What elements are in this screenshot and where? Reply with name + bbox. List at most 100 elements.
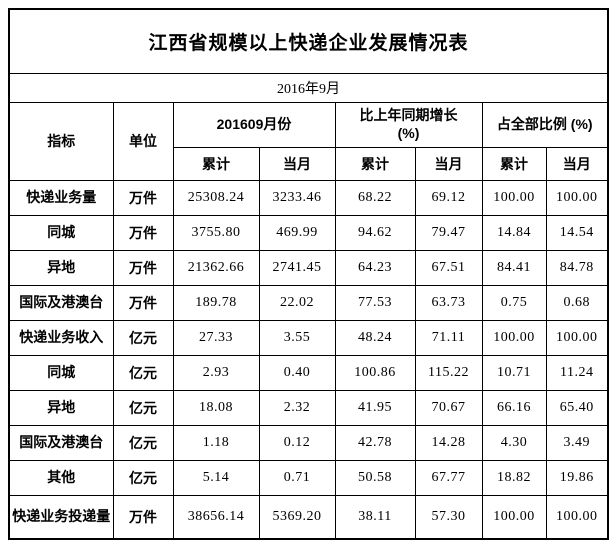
value-cell: 3233.46 xyxy=(258,179,336,216)
value-cell: 19.86 xyxy=(545,459,609,496)
table-row: 异地 亿元 18.08 2.32 41.95 70.67 66.16 65.40 xyxy=(8,389,609,426)
value-cell: 25308.24 xyxy=(172,179,260,216)
header-group-row: 指标 单位 201609月份 比上年同期增长 (%) 占全部比例 (%) xyxy=(8,101,609,181)
row-label: 快递业务量 xyxy=(8,179,114,216)
row-unit: 万件 xyxy=(112,214,174,251)
row-unit: 万件 xyxy=(112,179,174,216)
row-unit: 亿元 xyxy=(112,389,174,426)
value-cell: 41.95 xyxy=(334,389,416,426)
row-unit: 亿元 xyxy=(112,354,174,391)
header-sub-row: 累计 当月 累计 当月 累计 当月 xyxy=(9,146,609,181)
value-cell: 66.16 xyxy=(481,389,547,426)
value-cell: 64.23 xyxy=(334,249,416,286)
value-cell: 18.82 xyxy=(481,459,547,496)
value-cell: 3.55 xyxy=(258,319,336,356)
value-cell: 100.00 xyxy=(481,494,547,540)
row-label: 其他 xyxy=(8,459,114,496)
value-cell: 77.53 xyxy=(334,284,416,321)
row-label: 快递业务投递量 xyxy=(8,494,114,540)
subheader-growth-current: 当月 xyxy=(414,146,483,181)
value-cell: 115.22 xyxy=(414,354,483,391)
table-row: 国际及港澳台 万件 189.78 22.02 77.53 63.73 0.75 … xyxy=(8,284,609,321)
table-row: 异地 万件 21362.66 2741.45 64.23 67.51 84.41… xyxy=(8,249,609,286)
value-cell: 10.71 xyxy=(481,354,547,391)
value-cell: 0.68 xyxy=(545,284,609,321)
row-label: 同城 xyxy=(8,214,114,251)
value-cell: 2.93 xyxy=(172,354,260,391)
value-cell: 1.18 xyxy=(172,424,260,461)
value-cell: 22.02 xyxy=(258,284,336,321)
table-row: 快递业务收入 亿元 27.33 3.55 48.24 71.11 100.00 … xyxy=(8,319,609,356)
value-cell: 0.71 xyxy=(258,459,336,496)
value-cell: 14.84 xyxy=(481,214,547,251)
value-cell: 5369.20 xyxy=(258,494,336,540)
value-cell: 65.40 xyxy=(545,389,609,426)
row-label: 同城 xyxy=(8,354,114,391)
value-cell: 100.00 xyxy=(545,179,609,216)
value-cell: 27.33 xyxy=(172,319,260,356)
row-unit: 万件 xyxy=(112,249,174,286)
period-row: 2016年9月 xyxy=(8,72,609,103)
row-label: 快递业务收入 xyxy=(8,319,114,356)
value-cell: 3.49 xyxy=(545,424,609,461)
row-label: 异地 xyxy=(8,389,114,426)
value-cell: 79.47 xyxy=(414,214,483,251)
row-unit: 万件 xyxy=(112,284,174,321)
value-cell: 100.86 xyxy=(334,354,416,391)
value-cell: 63.73 xyxy=(414,284,483,321)
value-cell: 4.30 xyxy=(481,424,547,461)
table-row: 其他 亿元 5.14 0.71 50.58 67.77 18.82 19.86 xyxy=(8,459,609,496)
value-cell: 42.78 xyxy=(334,424,416,461)
row-unit: 亿元 xyxy=(112,424,174,461)
value-cell: 100.00 xyxy=(481,319,547,356)
subheader-growth-cumulative: 累计 xyxy=(334,146,416,181)
subheader-share-cumulative: 累计 xyxy=(481,146,547,181)
value-cell: 5.14 xyxy=(172,459,260,496)
value-cell: 21362.66 xyxy=(172,249,260,286)
report-period: 2016年9月 xyxy=(8,72,609,103)
row-label: 国际及港澳台 xyxy=(8,424,114,461)
subheader-month-cumulative: 累计 xyxy=(172,146,260,181)
value-cell: 69.12 xyxy=(414,179,483,216)
value-cell: 3755.80 xyxy=(172,214,260,251)
row-unit: 万件 xyxy=(112,494,174,540)
value-cell: 2741.45 xyxy=(258,249,336,286)
row-unit: 亿元 xyxy=(112,459,174,496)
table-row: 同城 万件 3755.80 469.99 94.62 79.47 14.84 1… xyxy=(8,214,609,251)
value-cell: 38656.14 xyxy=(172,494,260,540)
value-cell: 189.78 xyxy=(172,284,260,321)
value-cell: 68.22 xyxy=(334,179,416,216)
table-row: 快递业务量 万件 25308.24 3233.46 68.22 69.12 10… xyxy=(8,179,609,216)
value-cell: 57.30 xyxy=(414,494,483,540)
value-cell: 14.54 xyxy=(545,214,609,251)
row-label: 异地 xyxy=(8,249,114,286)
value-cell: 67.51 xyxy=(414,249,483,286)
value-cell: 67.77 xyxy=(414,459,483,496)
value-cell: 100.00 xyxy=(545,494,609,540)
value-cell: 71.11 xyxy=(414,319,483,356)
col-group-month: 201609月份 xyxy=(172,101,336,148)
table-row: 同城 亿元 2.93 0.40 100.86 115.22 10.71 11.2… xyxy=(8,354,609,391)
col-group-share-of-total: 占全部比例 (%) xyxy=(481,101,609,148)
value-cell: 84.78 xyxy=(545,249,609,286)
col-header-indicator: 指标 xyxy=(8,101,114,181)
col-group-yoy-growth: 比上年同期增长 (%) xyxy=(334,101,483,148)
value-cell: 0.75 xyxy=(481,284,547,321)
value-cell: 469.99 xyxy=(258,214,336,251)
subheader-share-current: 当月 xyxy=(545,146,609,181)
value-cell: 50.58 xyxy=(334,459,416,496)
value-cell: 100.00 xyxy=(545,319,609,356)
value-cell: 38.11 xyxy=(334,494,416,540)
report-title: 江西省规模以上快递企业发展情况表 xyxy=(8,8,609,74)
row-label: 国际及港澳台 xyxy=(8,284,114,321)
table-row: 快递业务投递量 万件 38656.14 5369.20 38.11 57.30 … xyxy=(8,494,609,540)
col-header-unit: 单位 xyxy=(112,101,174,181)
value-cell: 100.00 xyxy=(481,179,547,216)
value-cell: 14.28 xyxy=(414,424,483,461)
value-cell: 18.08 xyxy=(172,389,260,426)
row-unit: 亿元 xyxy=(112,319,174,356)
value-cell: 2.32 xyxy=(258,389,336,426)
express-statistics-table: 江西省规模以上快递企业发展情况表 2016年9月 指标 单位 201609月份 … xyxy=(8,8,610,540)
value-cell: 11.24 xyxy=(545,354,609,391)
value-cell: 48.24 xyxy=(334,319,416,356)
